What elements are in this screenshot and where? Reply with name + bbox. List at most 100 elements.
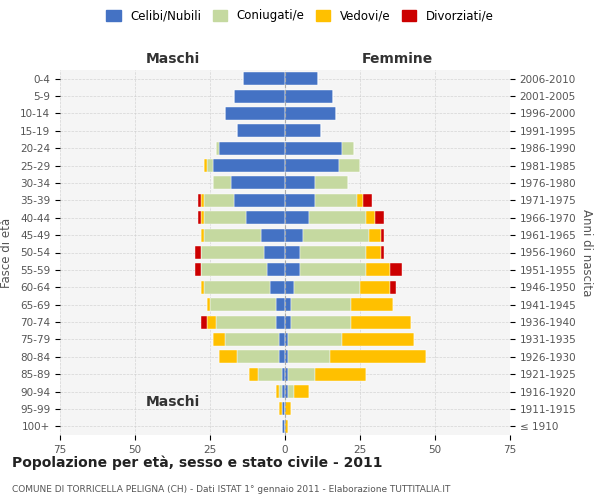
- Bar: [210, 298, 276, 311]
- Bar: [264, 246, 285, 259]
- Bar: [195, 264, 201, 276]
- Bar: [213, 333, 225, 346]
- Bar: [282, 368, 285, 380]
- Legend: Celibi/Nubili, Coniugati/e, Vedovi/e, Divorziati/e: Celibi/Nubili, Coniugati/e, Vedovi/e, Di…: [103, 6, 497, 26]
- Bar: [303, 228, 369, 241]
- Bar: [243, 72, 285, 85]
- Bar: [285, 333, 288, 346]
- Bar: [207, 159, 213, 172]
- Bar: [300, 246, 366, 259]
- Bar: [285, 350, 288, 364]
- Bar: [285, 228, 303, 241]
- Bar: [363, 194, 372, 207]
- Bar: [204, 280, 270, 294]
- Bar: [339, 159, 360, 172]
- Bar: [276, 385, 279, 398]
- Bar: [285, 280, 294, 294]
- Bar: [198, 211, 201, 224]
- Bar: [285, 246, 300, 259]
- Bar: [315, 176, 348, 190]
- Bar: [285, 211, 309, 224]
- Bar: [201, 316, 207, 328]
- Bar: [204, 228, 261, 241]
- Bar: [390, 280, 396, 294]
- Bar: [285, 176, 315, 190]
- Bar: [285, 298, 291, 311]
- Bar: [270, 280, 285, 294]
- Bar: [309, 211, 366, 224]
- Bar: [204, 159, 207, 172]
- Bar: [285, 90, 333, 102]
- Bar: [288, 368, 315, 380]
- Bar: [288, 350, 330, 364]
- Bar: [282, 420, 285, 433]
- Bar: [201, 264, 267, 276]
- Bar: [201, 194, 204, 207]
- Bar: [198, 194, 201, 207]
- Bar: [285, 316, 291, 328]
- Bar: [201, 280, 204, 294]
- Bar: [225, 333, 279, 346]
- Bar: [201, 211, 204, 224]
- Bar: [282, 402, 285, 415]
- Bar: [201, 228, 204, 241]
- Bar: [288, 333, 342, 346]
- Bar: [351, 316, 411, 328]
- Bar: [258, 368, 282, 380]
- Bar: [357, 194, 363, 207]
- Bar: [285, 368, 288, 380]
- Bar: [213, 159, 285, 172]
- Bar: [288, 385, 294, 398]
- Bar: [369, 228, 381, 241]
- Bar: [276, 316, 285, 328]
- Bar: [282, 385, 285, 398]
- Bar: [381, 246, 384, 259]
- Bar: [342, 333, 414, 346]
- Bar: [261, 228, 285, 241]
- Bar: [285, 264, 300, 276]
- Bar: [237, 124, 285, 138]
- Bar: [381, 228, 384, 241]
- Bar: [390, 264, 402, 276]
- Bar: [279, 333, 285, 346]
- Bar: [285, 72, 318, 85]
- Bar: [330, 350, 426, 364]
- Bar: [213, 176, 231, 190]
- Bar: [246, 211, 285, 224]
- Bar: [207, 298, 210, 311]
- Bar: [219, 142, 285, 154]
- Bar: [285, 142, 342, 154]
- Bar: [366, 246, 381, 259]
- Bar: [279, 350, 285, 364]
- Bar: [267, 264, 285, 276]
- Bar: [219, 350, 237, 364]
- Bar: [300, 264, 366, 276]
- Bar: [285, 402, 291, 415]
- Bar: [291, 316, 351, 328]
- Bar: [201, 246, 264, 259]
- Bar: [285, 385, 288, 398]
- Y-axis label: Anni di nascita: Anni di nascita: [580, 209, 593, 296]
- Bar: [231, 176, 285, 190]
- Y-axis label: Fasce di età: Fasce di età: [0, 218, 13, 288]
- Bar: [342, 142, 354, 154]
- Bar: [216, 142, 219, 154]
- Bar: [207, 316, 216, 328]
- Bar: [351, 298, 393, 311]
- Text: Maschi: Maschi: [145, 52, 200, 66]
- Bar: [234, 194, 285, 207]
- Bar: [279, 402, 282, 415]
- Bar: [237, 350, 279, 364]
- Bar: [279, 385, 282, 398]
- Text: Femmine: Femmine: [362, 52, 433, 66]
- Bar: [249, 368, 258, 380]
- Bar: [285, 107, 336, 120]
- Bar: [375, 211, 384, 224]
- Bar: [234, 90, 285, 102]
- Bar: [294, 280, 360, 294]
- Bar: [285, 159, 339, 172]
- Bar: [225, 107, 285, 120]
- Bar: [285, 420, 288, 433]
- Text: Maschi: Maschi: [145, 395, 200, 409]
- Text: COMUNE DI TORRICELLA PELIGNA (CH) - Dati ISTAT 1° gennaio 2011 - Elaborazione TU: COMUNE DI TORRICELLA PELIGNA (CH) - Dati…: [12, 485, 451, 494]
